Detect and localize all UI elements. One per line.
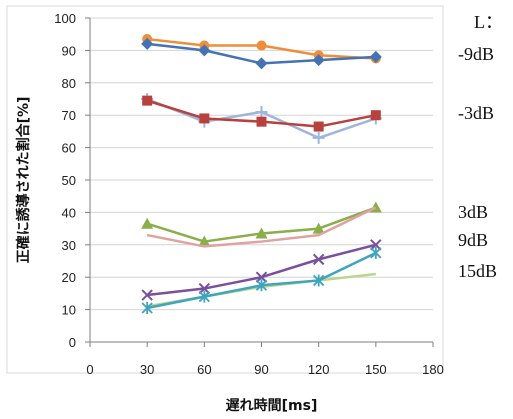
data-point [141, 289, 153, 301]
data-point [255, 279, 268, 292]
data-point [255, 105, 268, 118]
series-7 [141, 239, 382, 301]
series-6 [146, 206, 377, 248]
data-point [255, 57, 268, 70]
x-tick-label: 30 [140, 362, 154, 377]
x-tick-label: 120 [308, 362, 330, 377]
legend-label-15db: 15dB [458, 261, 497, 281]
data-point [141, 37, 154, 50]
x-tick-label: 0 [86, 362, 93, 377]
legend-label-3db: 3dB [458, 202, 488, 222]
data-point [312, 54, 325, 67]
data-point [312, 222, 325, 234]
series-group [141, 34, 382, 314]
data-point [142, 95, 153, 106]
data-point [313, 121, 324, 132]
x-axis-title: 遅れ時間[ms] [226, 397, 318, 414]
data-point [198, 44, 211, 57]
series-5 [141, 201, 382, 247]
legend-title: L： [474, 12, 503, 32]
y-tick-label: 40 [62, 205, 76, 220]
legend-label-minus9db: -9dB [458, 44, 494, 64]
y-tick-label: 80 [62, 76, 76, 91]
data-point [198, 290, 210, 303]
data-point [313, 274, 325, 287]
y-axis-title: 正確に誘導された割合[%] [15, 97, 32, 264]
y-tick-labels: 0 10 20 30 40 50 60 70 80 90 100 [54, 11, 76, 350]
data-point [255, 227, 268, 239]
data-point [256, 116, 267, 127]
x-tick-label: 90 [254, 362, 268, 377]
x-tick-label: 150 [365, 362, 387, 377]
data-point [141, 301, 153, 314]
y-tick-label: 50 [62, 173, 76, 188]
series-2 [141, 37, 382, 70]
y-tick-label: 90 [62, 43, 76, 58]
data-point [369, 50, 382, 63]
y-tick-label: 10 [62, 303, 76, 318]
data-point [312, 131, 325, 144]
data-point [370, 246, 382, 259]
data-point [141, 217, 154, 229]
y-tick-label: 20 [62, 270, 76, 285]
y-tick-label: 30 [62, 238, 76, 253]
x-tick-labels: 0 30 60 90 120 150 180 [86, 362, 443, 377]
plot-frame [6, 5, 444, 374]
series-4 [142, 95, 381, 132]
data-point [312, 253, 325, 266]
y-tick-label: 100 [54, 11, 76, 26]
series-9 [141, 246, 382, 314]
data-point [255, 271, 268, 283]
data-point [198, 282, 211, 295]
data-point [370, 110, 381, 121]
data-point [198, 235, 211, 247]
axes [85, 17, 434, 347]
data-point [370, 239, 382, 251]
y-tick-label: 0 [69, 335, 76, 350]
data-point [199, 113, 210, 124]
series-line [146, 206, 377, 248]
legend: L： -9dB -3dB 3dB 9dB 15dB [458, 12, 503, 281]
x-tick-label: 60 [197, 362, 211, 377]
y-tick-label: 60 [62, 141, 76, 156]
legend-label-9db: 9dB [458, 230, 488, 250]
data-point [256, 40, 267, 51]
x-tick-label: 180 [422, 362, 444, 377]
y-tick-label: 70 [62, 108, 76, 123]
legend-label-minus3db: -3dB [458, 103, 494, 123]
